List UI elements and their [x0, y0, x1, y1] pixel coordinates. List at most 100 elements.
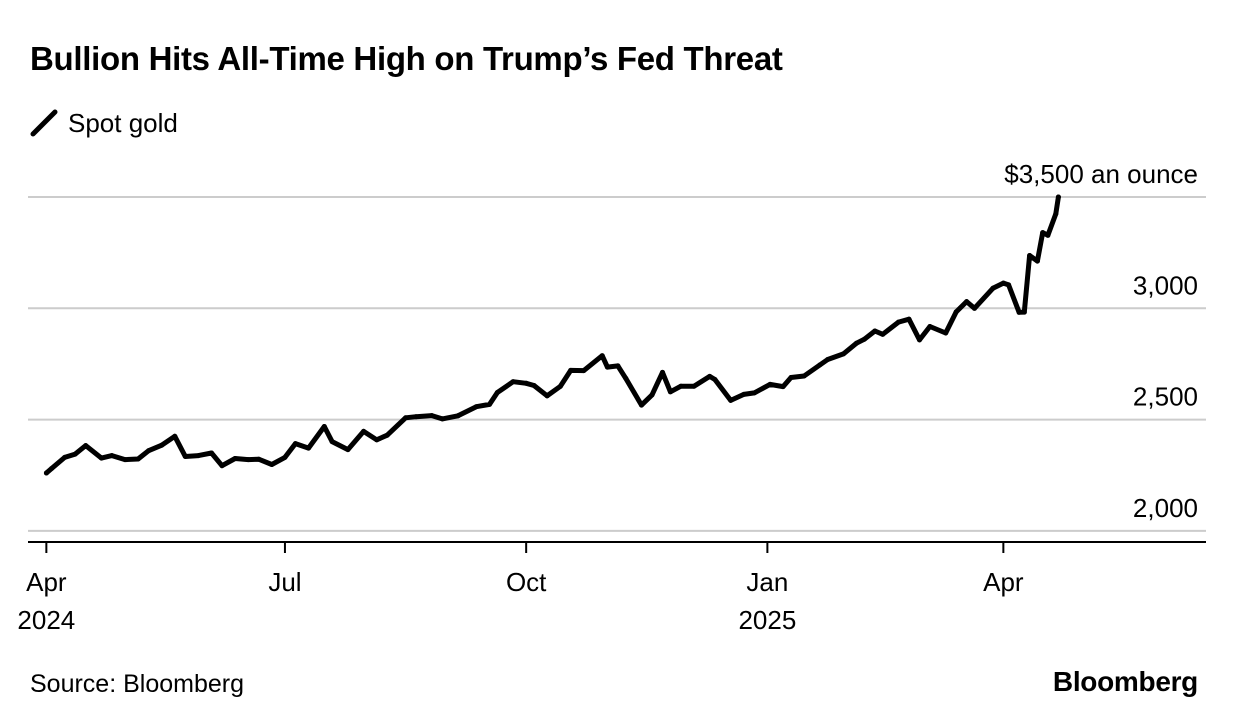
data-point-0-22 [306, 445, 311, 451]
data-point-0-63 [817, 362, 823, 368]
data-point-0-18 [256, 456, 262, 462]
data-point-0-16 [232, 456, 238, 461]
data-point-0-61 [788, 375, 794, 380]
legend-label: Spot gold [68, 107, 178, 138]
y-tick-label-2: 2,500 [1133, 382, 1198, 412]
data-point-0-81 [1016, 309, 1022, 315]
data-point-0-40 [544, 393, 550, 399]
data-point-0-44 [599, 353, 605, 359]
data-point-0-86 [1045, 232, 1051, 238]
y-tick-label-0: $3,500 an ounce [1004, 159, 1198, 189]
data-point-0-19 [269, 462, 275, 467]
data-point-0-28 [384, 432, 390, 438]
data-point-0-8 [135, 456, 141, 462]
y-tick-label-1: 3,000 [1133, 270, 1198, 300]
data-point-0-56 [728, 397, 734, 403]
data-point-0-43 [581, 368, 587, 374]
data-point-0-30 [413, 414, 419, 420]
data-point-0-35 [487, 401, 492, 407]
data-point-0-7 [122, 457, 128, 463]
data-point-0-14 [209, 450, 214, 456]
data-point-0-2 [62, 454, 68, 460]
data-point-0-67 [861, 336, 867, 342]
data-point-0-51 [667, 389, 673, 395]
data-point-0-73 [927, 324, 933, 329]
data-point-0-15 [219, 463, 225, 469]
data-point-0-39 [531, 383, 537, 388]
data-point-0-12 [182, 454, 188, 459]
data-point-0-0 [43, 470, 49, 476]
data-point-0-27 [374, 437, 380, 443]
data-point-0-54 [707, 373, 713, 379]
data-point-0-62 [801, 373, 807, 379]
x-tick-year-label-0: 2024 [17, 605, 75, 635]
series-line-0 [43, 194, 1061, 476]
data-point-0-48 [639, 402, 644, 408]
data-point-0-38 [523, 380, 529, 386]
data-point-0-25 [345, 447, 351, 453]
data-point-0-53 [691, 383, 697, 389]
data-point-0-72 [917, 337, 922, 343]
data-point-0-20 [282, 454, 288, 460]
data-point-0-36 [494, 390, 500, 396]
x-tick-label-1: Jul [268, 567, 301, 597]
data-point-0-71 [906, 316, 912, 322]
data-point-0-42 [568, 367, 574, 373]
data-point-0-88 [1055, 194, 1061, 200]
data-point-0-75 [953, 309, 959, 315]
data-point-0-47 [623, 375, 629, 381]
data-point-0-79 [1000, 280, 1006, 286]
data-point-0-82 [1021, 309, 1027, 315]
data-point-0-80 [1006, 282, 1012, 288]
data-point-0-3 [72, 451, 78, 457]
y-tick-label-3: 2,000 [1133, 493, 1198, 523]
data-point-0-60 [780, 384, 786, 390]
data-point-0-37 [510, 379, 516, 385]
data-point-0-55 [712, 377, 718, 382]
data-point-0-85 [1040, 230, 1046, 236]
line-chart: $3,500 an ounce 3,000 2,500 2,000 Apr 2024 Jul… [17, 159, 1206, 635]
data-point-0-26 [361, 428, 367, 434]
data-point-0-84 [1034, 258, 1040, 264]
data-point-0-68 [872, 328, 878, 334]
data-point-0-76 [964, 299, 970, 305]
data-point-0-1 [49, 466, 55, 471]
data-point-0-70 [896, 319, 901, 325]
data-point-0-34 [473, 404, 479, 410]
data-point-0-17 [245, 457, 251, 463]
data-point-0-29 [403, 415, 409, 421]
chart-title: Bullion Hits All-Time High on Trump’s Fe… [30, 40, 783, 77]
data-point-0-4 [83, 443, 89, 449]
legend: Spot gold [30, 106, 178, 140]
x-tick-label-3: Jan [746, 567, 788, 597]
diagonal-line-icon [30, 109, 58, 137]
x-tick-label-4: Apr [983, 567, 1024, 597]
x-tick-label-2: Oct [506, 567, 547, 597]
data-point-0-31 [429, 413, 435, 419]
data-point-0-23 [321, 424, 327, 429]
data-point-0-10 [159, 442, 165, 448]
bloomberg-logo: Bloomberg [1052, 666, 1198, 697]
data-point-0-24 [329, 439, 335, 445]
data-point-0-45 [604, 364, 610, 370]
data-point-0-46 [615, 363, 621, 369]
data-point-0-32 [439, 416, 445, 422]
data-point-0-65 [840, 351, 846, 357]
data-point-0-33 [455, 413, 461, 419]
data-point-0-58 [751, 390, 757, 396]
x-tick-label-0: Apr [26, 567, 67, 597]
data-point-0-13 [195, 453, 201, 459]
source-note: Source: Bloomberg [30, 670, 245, 698]
data-point-0-21 [292, 441, 298, 447]
data-point-0-69 [880, 331, 886, 337]
data-point-0-74 [943, 330, 949, 336]
data-point-0-6 [109, 453, 115, 459]
data-point-0-78 [990, 285, 996, 291]
data-point-0-49 [649, 392, 655, 398]
data-point-0-66 [854, 340, 859, 346]
data-point-0-59 [767, 381, 773, 387]
data-point-0-41 [557, 383, 563, 389]
x-tick-year-label-3: 2025 [738, 605, 796, 635]
data-point-0-9 [146, 448, 152, 454]
data-point-0-11 [172, 433, 178, 439]
